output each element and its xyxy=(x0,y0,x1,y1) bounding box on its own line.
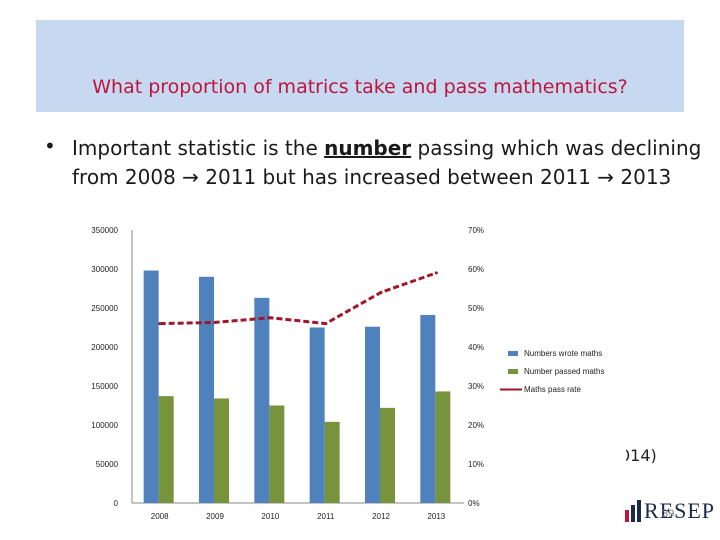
resep-logo: RESEP xyxy=(624,498,714,532)
right-tick-label: 50% xyxy=(468,304,484,313)
right-tick-label: 70% xyxy=(468,226,484,235)
bar-passed xyxy=(380,407,395,503)
chart: 0 50000 100000 150000 200000 250000 300000 3500… xyxy=(91,226,604,521)
left-tick-label: 250000 xyxy=(91,304,118,313)
bar-passed xyxy=(158,396,174,503)
right-tick-label: 40% xyxy=(468,343,484,352)
pass-rate-point xyxy=(268,316,272,320)
page-number: 39 xyxy=(662,508,675,520)
bar-passed xyxy=(324,421,340,503)
legend-swatch xyxy=(508,369,518,374)
legend-swatch xyxy=(508,351,518,356)
bar-wrote xyxy=(365,326,380,503)
pass-rate-point xyxy=(434,271,438,275)
left-tick-label: 50000 xyxy=(96,460,119,469)
logo-text: RESEP xyxy=(644,498,716,523)
left-tick-label: 0 xyxy=(114,499,119,508)
pass-rate-point xyxy=(213,320,217,324)
right-tick-label: 0% xyxy=(468,499,480,508)
pass-rate-point xyxy=(158,322,162,326)
x-tick-label: 2010 xyxy=(261,512,279,521)
left-tick-label: 150000 xyxy=(91,382,118,391)
left-tick-label: 100000 xyxy=(91,421,118,430)
x-tick-label: 2013 xyxy=(427,512,445,521)
left-tick-label: 300000 xyxy=(91,265,118,274)
chart-frame: 0 50000 100000 150000 200000 250000 300000 3500… xyxy=(84,218,626,530)
legend-label: Number passed maths xyxy=(524,367,604,376)
bullet-text: Important statistic is the number passin… xyxy=(72,134,702,192)
bullet-text-post: passing which was declining from 2008 → … xyxy=(72,136,702,189)
legend-label: Maths pass rate xyxy=(524,385,581,394)
pass-rate-point xyxy=(379,290,383,294)
bar-passed xyxy=(269,405,285,503)
bullet-text-emphasis: number xyxy=(324,136,412,160)
bullet-marker: • xyxy=(44,134,56,158)
pass-rate-line xyxy=(159,271,437,326)
x-tick-label: 2008 xyxy=(151,512,169,521)
bar-wrote xyxy=(254,297,270,503)
x-tick-label: 2011 xyxy=(317,512,335,521)
x-tick-label: 2009 xyxy=(206,512,224,521)
bar-wrote xyxy=(143,270,159,503)
bar-passed xyxy=(435,391,451,503)
left-tick-label: 350000 xyxy=(91,226,118,235)
right-tick-label: 30% xyxy=(468,382,484,391)
bar-wrote xyxy=(420,315,436,503)
bar-wrote xyxy=(199,276,214,503)
right-tick-label: 20% xyxy=(468,421,484,430)
pass-rate-point xyxy=(324,322,328,326)
slide-title: What proportion of matrics take and pass… xyxy=(92,76,628,98)
left-tick-label: 200000 xyxy=(91,343,118,352)
bar-passed xyxy=(214,398,229,503)
right-tick-label: 60% xyxy=(468,265,484,274)
legend-label: Numbers wrote maths xyxy=(524,349,602,358)
citation-fragment: 014) xyxy=(620,446,657,465)
bullet-text-pre: Important statistic is the xyxy=(72,136,325,160)
logo-bars-icon xyxy=(625,500,641,522)
title-box: What proportion of matrics take and pass… xyxy=(36,20,684,112)
right-tick-label: 10% xyxy=(468,460,484,469)
x-tick-label: 2012 xyxy=(372,512,390,521)
bar-wrote xyxy=(309,327,325,503)
